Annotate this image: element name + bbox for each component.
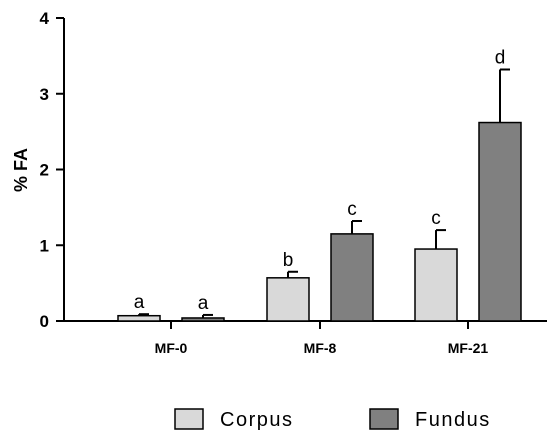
legend-label-fundus: Fundus xyxy=(415,409,491,431)
bars xyxy=(117,121,522,322)
x-tick-label: MF-8 xyxy=(304,340,337,356)
bar-corpus-mf-8 xyxy=(266,277,310,322)
x-tick-label: MF-21 xyxy=(448,340,489,356)
significance-label: d xyxy=(495,48,506,69)
bar-fundus-mf-8 xyxy=(330,233,374,322)
y-tick-label: 2 xyxy=(40,161,49,180)
legend-swatch-corpus xyxy=(174,408,204,430)
x-tick-label: MF-0 xyxy=(155,340,188,356)
bar-fundus-mf-21 xyxy=(478,121,522,322)
bar-fundus-mf-0 xyxy=(181,317,225,322)
legend-label-corpus: Corpus xyxy=(220,409,293,431)
y-tick-label: 3 xyxy=(40,85,49,104)
legend-swatch-fundus xyxy=(369,408,399,430)
significance-label: c xyxy=(431,208,441,229)
y-tick-label: 1 xyxy=(40,236,49,255)
y-axis-title: % FA xyxy=(11,148,31,192)
significance-label: b xyxy=(283,250,294,271)
significance-label: c xyxy=(347,199,357,220)
error-bars xyxy=(138,68,510,318)
significance-labels: a a b c c d xyxy=(134,48,506,314)
bar-corpus-mf-21 xyxy=(414,248,458,322)
x-ticks: MF-0 MF-8 MF-21 xyxy=(155,321,489,356)
significance-label: a xyxy=(198,293,209,314)
significance-label: a xyxy=(134,292,145,313)
legend: Corpus Fundus xyxy=(174,408,491,431)
y-tick-label: 0 xyxy=(40,312,49,331)
bar-corpus-mf-0 xyxy=(117,314,161,322)
y-tick-label: 4 xyxy=(40,9,50,28)
y-ticks: 0 1 2 3 4 xyxy=(40,9,64,331)
